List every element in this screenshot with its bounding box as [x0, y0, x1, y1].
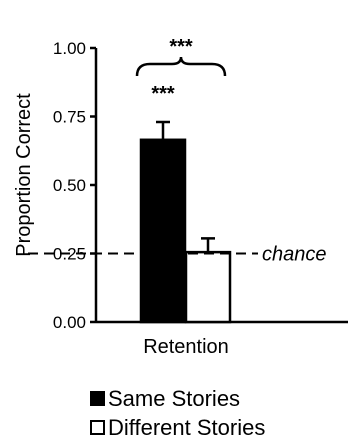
bars: [139, 120, 232, 324]
bar-same-stories: [139, 138, 187, 324]
legend-item-same-stories: Same Stories: [90, 384, 265, 413]
significance-bracket: [135, 56, 227, 77]
y-tick-label: 1.00: [53, 39, 86, 58]
error-bar-different-stories: [201, 237, 215, 253]
legend-swatch-same-stories: [90, 391, 105, 406]
y-tick-label: 0.00: [53, 313, 86, 332]
bar-different-stories: [184, 250, 232, 324]
y-axis-ticks: 0.000.250.500.751.00: [53, 39, 96, 332]
error-bar-same-stories: [156, 120, 170, 140]
legend-label-same-stories: Same Stories: [108, 385, 241, 411]
legend: Same Stories Different Stories: [90, 384, 265, 442]
bar-chart: 0.000.250.500.751.00 Proportion Correct …: [13, 36, 348, 358]
chance-label: chance: [262, 244, 327, 266]
legend-item-different-stories: Different Stories: [90, 413, 265, 442]
legend-swatch-different-stories: [90, 420, 105, 435]
legend-label-different-stories: Different Stories: [108, 414, 266, 440]
category-label: Retention: [143, 336, 229, 358]
y-tick-label: 0.75: [53, 108, 86, 127]
significance-stars-bar: ***: [151, 83, 175, 105]
y-tick-label: 0.50: [53, 176, 86, 195]
y-axis-title: Proportion Correct: [13, 93, 35, 257]
significance-stars-bracket: ***: [169, 36, 193, 58]
